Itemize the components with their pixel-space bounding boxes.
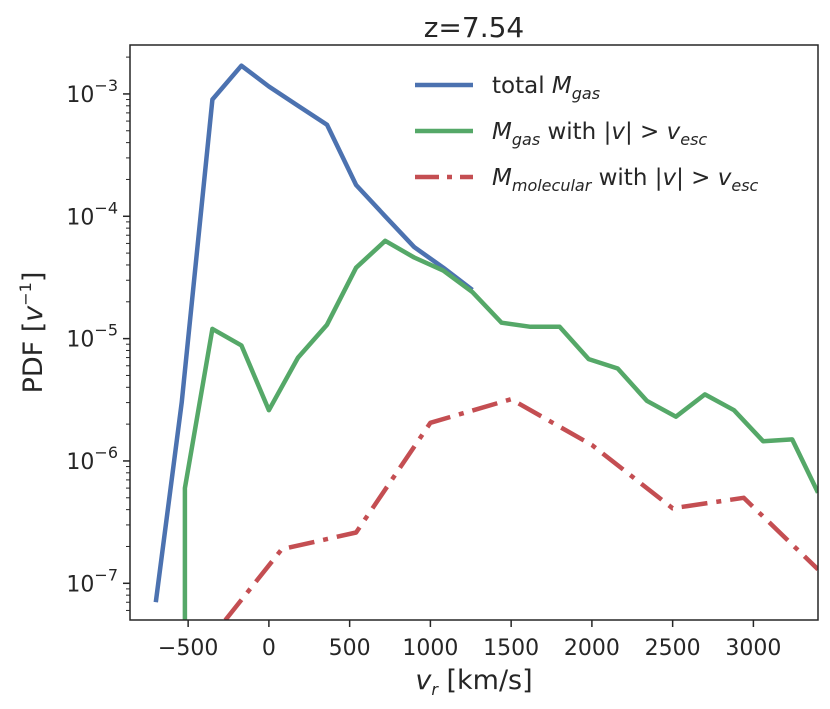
series-line-3 [223,396,818,620]
x-tick-label: 2500 [645,636,701,661]
x-axis-title: vr [km/s] [415,665,532,699]
y-tick-label: 10−5 [66,321,118,353]
legend: total Mgas Mgas with |v| > vesc Mmolecular… [415,73,759,195]
y-axis-sup: −1 [16,282,35,306]
y-tick-label: 10−3 [66,76,118,108]
x-tick-label: 1000 [402,636,458,661]
x-axis-unit: [km/s] [438,665,533,696]
y-tick-label: 10−7 [66,565,118,597]
x-tick-label: 3000 [725,636,781,661]
y-axis-close: ] [18,272,49,283]
y-tick-labels: 10−3 10−4 10−5 10−6 10−7 [66,76,118,597]
y-axis-prefix: PDF [ [18,322,49,394]
x-tick-label: 2000 [564,636,620,661]
y-tick-label: 10−4 [66,198,118,230]
chart-title: z=7.54 [424,11,525,44]
y-tick-label: 10−6 [66,443,118,475]
x-tick-label: 0 [262,636,276,661]
plot-frame [129,44,819,621]
series-line-1 [153,63,474,603]
x-tick-label: 1500 [483,636,539,661]
y-axis-title: PDF [v−1] [16,272,49,394]
legend-label: total Mgas [492,73,600,103]
legend-label: Mmolecular with |v| > vesc [492,165,759,195]
x-tick-label: 500 [329,636,371,661]
x-axis-var: v [415,665,432,696]
y-axis-var: v [18,305,49,322]
series-line-2 [182,238,818,620]
legend-label: Mgas with |v| > vesc [492,119,707,149]
x-tick-label: −500 [158,636,218,661]
x-axis-var-sub: r [431,680,439,699]
series-layer [153,63,818,620]
x-tick-labels: −500 0 500 1000 1500 2000 2500 3000 [158,636,781,661]
